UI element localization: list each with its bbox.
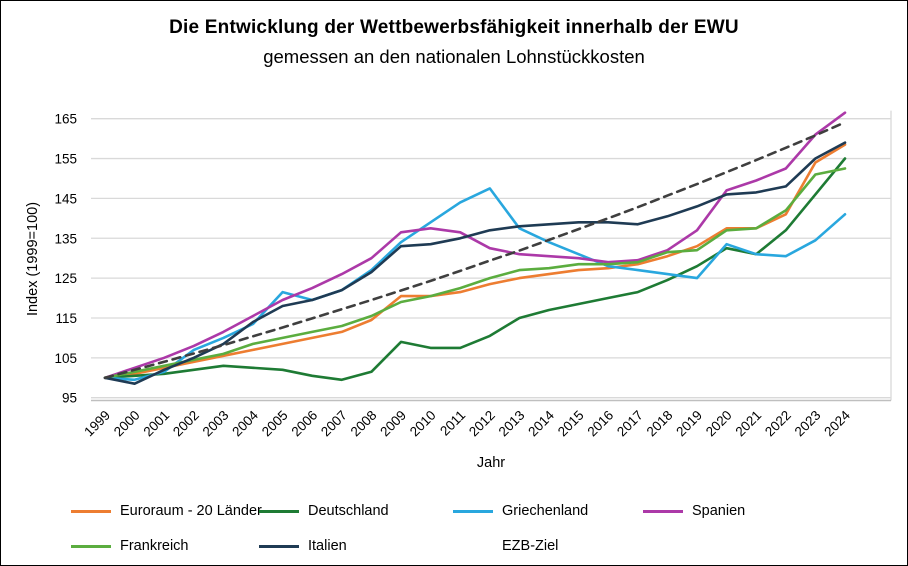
series-line-ezb-ziel: [103, 121, 847, 380]
x-tick-label: 2024: [821, 407, 853, 439]
x-tick-label: 2016: [584, 408, 616, 440]
legend-swatch: [453, 545, 493, 548]
legend-label: Italien: [308, 538, 347, 554]
series-line-spanien: [103, 111, 847, 380]
x-tick-label: 1999: [81, 408, 113, 440]
y-tick-label: 115: [55, 311, 77, 326]
x-tick-label: 2018: [644, 408, 676, 440]
x-tick-label: 2014: [525, 407, 557, 439]
y-tick-label: 145: [54, 191, 77, 206]
x-tick-label: 2005: [259, 408, 291, 440]
legend-swatch: [643, 509, 683, 513]
legend-item-deutschland: Deutschland: [259, 503, 389, 519]
series-line-griechenland: [103, 187, 847, 382]
series-line-italien: [103, 141, 847, 386]
legend-label: EZB-Ziel: [502, 538, 559, 554]
y-tick-label: 95: [62, 391, 77, 406]
chart-subtitle: gemessen an den nationalen Lohnstückkost…: [263, 46, 645, 67]
x-tick-label: 2006: [288, 408, 320, 440]
series-line-frankreich: [103, 167, 847, 380]
y-tick-label: 135: [54, 231, 77, 246]
x-axis-title: Jahr: [477, 455, 505, 471]
x-tick-label: 2010: [407, 408, 439, 440]
x-tick-label: 2007: [318, 408, 350, 440]
x-tick-label: 2012: [466, 408, 498, 440]
plot-area: 9510511512513514515516519992000200120022…: [25, 110, 892, 471]
legend-item-italien: Italien: [259, 538, 347, 554]
legend-swatch: [71, 544, 111, 548]
x-tick-label: 2011: [437, 408, 468, 439]
x-tick-label: 2013: [496, 408, 528, 440]
x-tick-label: 2019: [673, 408, 705, 440]
x-tick-label: 2002: [170, 408, 202, 440]
x-tick-label: 2015: [555, 408, 587, 440]
x-tick-label: 2023: [792, 408, 824, 440]
legend-item-euroraum-20-l-nder: Euroraum - 20 Länder: [71, 503, 262, 519]
x-tick-label: 2021: [732, 408, 764, 440]
x-tick-label: 2001: [140, 408, 172, 440]
x-tick-label: 2022: [762, 408, 794, 440]
x-tick-label: 2004: [229, 407, 261, 439]
legend-swatch: [259, 509, 299, 513]
y-axis-title: Index (1999=100): [25, 202, 41, 316]
y-tick-label: 165: [54, 112, 77, 127]
legend-label: Spanien: [692, 503, 746, 519]
legend-item-frankreich: Frankreich: [71, 538, 189, 554]
legend-label: Frankreich: [120, 538, 189, 554]
y-tick-label: 125: [54, 271, 77, 286]
legend-swatch: [453, 509, 493, 513]
legend: Euroraum - 20 Länder Deutschland Griechenl…: [1, 1, 907, 554]
x-tick-label: 2009: [377, 408, 409, 440]
x-tick-label: 2020: [703, 408, 735, 440]
x-tick-label: 2003: [200, 408, 232, 440]
legend-item-spanien: Spanien: [643, 503, 745, 519]
series-line-euroraum-20-l-nder: [103, 143, 847, 380]
y-tick-label: 155: [54, 152, 77, 167]
chart-title: Die Entwicklung der Wettbewerbsfähigkeit…: [169, 17, 739, 38]
x-tick-label: 2008: [348, 408, 380, 440]
legend-label: Euroraum - 20 Länder: [120, 503, 262, 519]
x-tick-label: 2000: [111, 408, 143, 440]
legend-label: Griechenland: [502, 503, 589, 519]
x-tick-label: 2017: [614, 408, 646, 440]
legend-item-ezb-ziel: EZB-Ziel: [453, 538, 558, 554]
legend-swatch: [259, 544, 299, 548]
legend-item-griechenland: Griechenland: [453, 503, 588, 519]
legend-label: Deutschland: [308, 503, 389, 519]
y-tick-label: 105: [54, 351, 77, 366]
legend-swatch: [71, 509, 111, 513]
